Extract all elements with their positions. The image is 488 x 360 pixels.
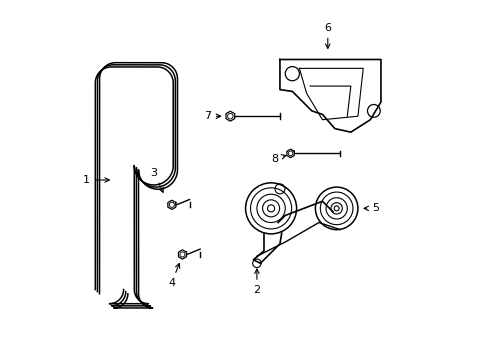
Text: 5: 5 (364, 203, 378, 213)
Text: 6: 6 (324, 23, 330, 48)
Text: 1: 1 (83, 175, 109, 185)
Text: 8: 8 (270, 154, 285, 164)
Text: 4: 4 (168, 264, 180, 288)
Text: 7: 7 (203, 111, 220, 121)
Text: 3: 3 (150, 168, 163, 192)
Text: 2: 2 (253, 269, 260, 295)
